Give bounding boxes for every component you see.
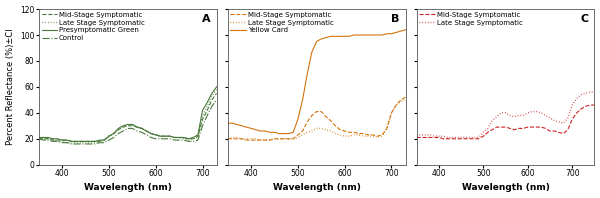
Legend: Mid-Stage Symptomatic, Late Stage Symptomatic, Presymptomatic Green, Control: Mid-Stage Symptomatic, Late Stage Sympto… (41, 11, 145, 42)
Legend: Mid-Stage Symptomatic, Late Stage Symptomatic: Mid-Stage Symptomatic, Late Stage Sympto… (419, 11, 523, 26)
Text: B: B (391, 14, 400, 24)
Legend: Mid-Stage Symptomatic, Late Stage Symptomatic, Yellow Card: Mid-Stage Symptomatic, Late Stage Sympto… (230, 11, 334, 34)
Text: A: A (202, 14, 211, 24)
X-axis label: Wavelength (nm): Wavelength (nm) (272, 183, 361, 192)
Y-axis label: Percent Reflectance (%)±CI: Percent Reflectance (%)±CI (5, 29, 14, 145)
X-axis label: Wavelength (nm): Wavelength (nm) (461, 183, 550, 192)
X-axis label: Wavelength (nm): Wavelength (nm) (84, 183, 172, 192)
Text: C: C (580, 14, 589, 24)
